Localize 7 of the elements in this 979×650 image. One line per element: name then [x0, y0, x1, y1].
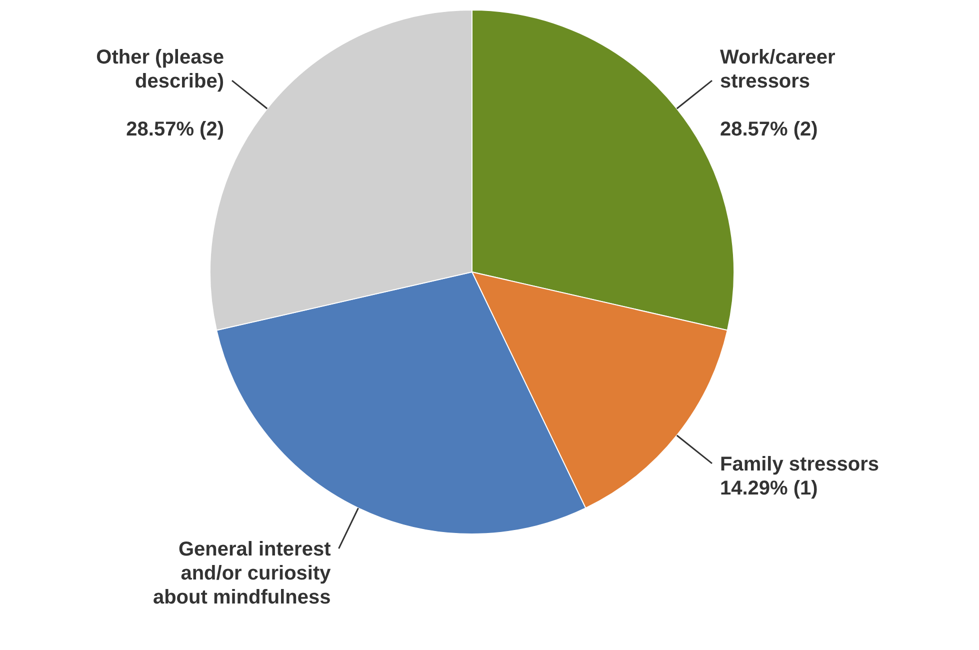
slice-label: Work/career stressors	[720, 46, 836, 93]
data-label: 14.29% (1)	[720, 477, 818, 500]
slice-label: Family stressors	[720, 453, 879, 476]
slice-label: General interest and/or curiosity about mindfulness	[152, 538, 332, 609]
data-label: 28.57% (2)	[720, 118, 818, 141]
slice-label: Other (please describe)	[96, 46, 224, 93]
data-label: 28.57% (2)	[126, 118, 224, 141]
